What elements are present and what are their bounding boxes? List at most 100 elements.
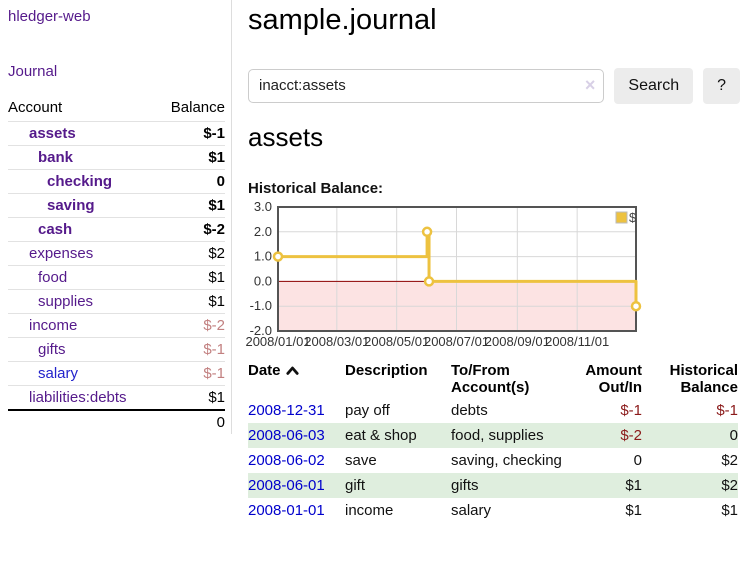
account-row: assets $-1: [8, 121, 225, 146]
transaction-amount: $1: [625, 501, 642, 519]
transaction-row: 2008-06-01 gift gifts $1 $2: [248, 472, 738, 498]
account-link[interactable]: expenses: [29, 245, 94, 262]
svg-text:2008/11/01: 2008/11/01: [545, 334, 609, 349]
account-balance: $-1: [156, 337, 225, 362]
transaction-accounts: debts: [451, 401, 488, 419]
app-brand-link[interactable]: hledger-web: [8, 8, 91, 25]
search-input[interactable]: [248, 68, 605, 103]
account-heading: assets: [248, 121, 324, 152]
search-form: × Search ?: [248, 67, 740, 104]
account-link[interactable]: bank: [38, 149, 74, 166]
svg-text:-2.0: -2.0: [250, 323, 272, 338]
account-balance: $1: [156, 193, 225, 218]
transaction-row: 2008-06-02 save saving, checking 0 $2: [248, 448, 738, 473]
transaction-amount: $1: [625, 476, 642, 494]
svg-text:1.0: 1.0: [254, 248, 272, 263]
transaction-amount: $-1: [620, 401, 642, 419]
account-link[interactable]: gifts: [38, 341, 66, 358]
transaction-date-link[interactable]: 2008-06-02: [248, 451, 325, 469]
account-row: checking 0: [8, 169, 225, 194]
transaction-amount: $-2: [620, 426, 642, 444]
search-button[interactable]: Search: [614, 67, 694, 104]
sidebar: hledger-web Journal Account Balance asse…: [0, 0, 232, 434]
transaction-accounts: gifts: [451, 476, 479, 494]
transaction-balance: $-1: [716, 401, 738, 419]
account-row: saving $1: [8, 193, 225, 218]
account-link[interactable]: assets: [29, 125, 76, 142]
transaction-date-link[interactable]: 2008-06-03: [248, 426, 325, 444]
account-row: gifts $-1: [8, 337, 225, 362]
account-row: expenses $2: [8, 241, 225, 266]
account-balance: $-1: [156, 361, 225, 386]
account-row: supplies $1: [8, 289, 225, 314]
transaction-description: pay off: [345, 401, 390, 419]
svg-text:2008/07/01: 2008/07/01: [424, 334, 489, 349]
account-link[interactable]: liabilities:debts: [29, 389, 127, 406]
svg-text:3.0: 3.0: [254, 199, 272, 214]
account-balance: $2: [156, 241, 225, 266]
transaction-row: 2008-01-01 income salary $1 $1: [248, 498, 738, 523]
svg-text:2.0: 2.0: [254, 224, 272, 239]
register-header-row: Date Description To/From Account(s) Amou…: [248, 360, 738, 398]
help-button[interactable]: ?: [703, 67, 740, 104]
account-link[interactable]: checking: [47, 173, 113, 190]
search-box: ×: [248, 68, 605, 103]
register-table: Date Description To/From Account(s) Amou…: [248, 360, 738, 523]
transaction-balance: 0: [729, 426, 738, 444]
sort-ascending-icon: [285, 366, 299, 375]
account-balance: $-1: [156, 121, 225, 146]
transaction-row: 2008-12-31 pay off debts $-1 $-1: [248, 398, 738, 423]
balance-chart: $3.0 2.0 1.0 0.0 -1.0 -2.02008/01/012008/03/0…: [245, 199, 642, 349]
account-row: salary $-1: [8, 361, 225, 386]
page-title: sample.journal: [248, 4, 437, 36]
transaction-date-link[interactable]: 2008-01-01: [248, 501, 325, 519]
account-row: cash $-2: [8, 217, 225, 242]
account-link[interactable]: salary: [38, 365, 79, 382]
svg-text:2008/05/01: 2008/05/01: [364, 334, 429, 349]
transaction-balance: $2: [721, 451, 738, 469]
transaction-date-link[interactable]: 2008-12-31: [248, 401, 325, 419]
account-row: food $1: [8, 265, 225, 290]
transaction-balance: $1: [721, 501, 738, 519]
clear-search-icon[interactable]: ×: [584, 74, 596, 95]
account-row: bank $1: [8, 145, 225, 170]
account-link[interactable]: supplies: [38, 293, 94, 310]
svg-text:-1.0: -1.0: [250, 298, 272, 313]
svg-text:2008/03/01: 2008/03/01: [304, 334, 369, 349]
register-header-amount: Amount Out/In: [585, 361, 642, 396]
register-header-date[interactable]: Date: [248, 360, 345, 398]
accounts-total-value: 0: [156, 409, 225, 434]
transaction-accounts: saving, checking: [451, 451, 562, 469]
svg-text:2008/09/01: 2008/09/01: [485, 334, 550, 349]
account-link[interactable]: saving: [47, 197, 95, 214]
transaction-accounts: salary: [451, 501, 492, 519]
accounts-total-row: 0: [8, 409, 225, 434]
sidebar-item-journal[interactable]: Journal: [8, 63, 58, 80]
transaction-description: save: [345, 451, 377, 469]
transaction-amount: 0: [633, 451, 642, 469]
transaction-date-link[interactable]: 2008-06-01: [248, 476, 325, 494]
accounts-header-balance: Balance: [170, 99, 225, 116]
account-balance: $1: [156, 385, 225, 410]
svg-text:0.0: 0.0: [254, 273, 272, 288]
transaction-accounts: food, supplies: [451, 426, 544, 444]
account-link[interactable]: food: [38, 269, 68, 286]
svg-text:2008/01/01: 2008/01/01: [245, 334, 310, 349]
account-row: liabilities:debts $1: [8, 385, 225, 410]
account-balance: $1: [156, 265, 225, 290]
account-link[interactable]: cash: [38, 221, 73, 238]
register-header-accounts: To/From Account(s): [451, 361, 530, 396]
account-link[interactable]: income: [29, 317, 78, 334]
transaction-description: gift: [345, 476, 366, 494]
account-balance: $-2: [156, 313, 225, 338]
transaction-description: eat & shop: [345, 426, 417, 444]
main-panel: sample.journal × Search ? assets Histori…: [245, 0, 740, 523]
transaction-description: income: [345, 501, 394, 519]
account-balance: $1: [156, 289, 225, 314]
transaction-balance: $2: [721, 476, 738, 494]
historical-balance-label: Historical Balance:: [248, 179, 384, 197]
transaction-row: 2008-06-03 eat & shop food, supplies $-2…: [248, 422, 738, 448]
accounts-table: Account Balance assets $-1 bank $1: [8, 95, 225, 434]
accounts-header-account: Account: [8, 99, 63, 116]
register-header-description: Description: [345, 361, 428, 379]
